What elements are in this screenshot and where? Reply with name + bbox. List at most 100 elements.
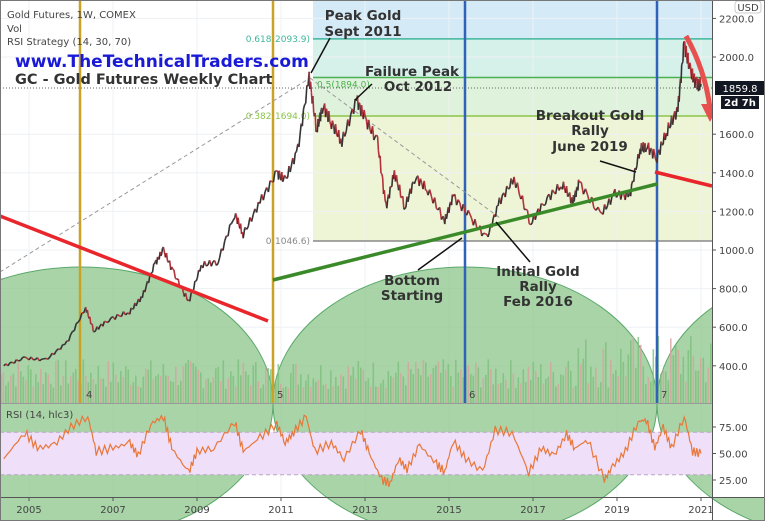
price-segment (433, 197, 438, 209)
price-segment (135, 302, 139, 307)
price-segment (567, 194, 570, 198)
volume-bar (452, 386, 455, 403)
price-segment (454, 194, 458, 206)
legend-volume[interactable]: Vol (7, 24, 22, 35)
price-segment (192, 280, 196, 290)
price-segment (45, 357, 49, 360)
volume-bar (45, 372, 47, 403)
price-segment (450, 194, 454, 206)
volume-bar (597, 387, 600, 403)
price-segment (302, 104, 306, 110)
volume-bar (442, 359, 445, 403)
price-segment (383, 190, 386, 201)
fib-level-label: 0.618(2093.9) (246, 35, 310, 45)
volume-bar (592, 376, 595, 403)
volume-bar (370, 386, 372, 403)
volume-bar (55, 360, 57, 403)
price-segment (299, 123, 302, 135)
volume-bar (100, 378, 102, 403)
rsi-legend[interactable]: RSI (14, hlc3) (6, 410, 73, 421)
volume-bar (92, 379, 95, 403)
annotation-initial-rally: Initial Gold Rally Feb 2016 (496, 264, 579, 310)
volume-bar (662, 369, 665, 403)
price-segment (289, 165, 293, 173)
volume-bar (682, 356, 685, 403)
volume-bar (680, 373, 682, 403)
volume-bar (507, 388, 510, 403)
volume-bar (395, 372, 397, 403)
price-segment (281, 179, 285, 183)
volume-bar (637, 336, 640, 403)
volume-bar (587, 383, 590, 403)
red-down-arrow (683, 34, 713, 109)
price-segment (530, 222, 534, 226)
price-segment (69, 331, 74, 336)
volume-bar (672, 354, 675, 403)
volume-bar (657, 335, 660, 403)
volume-bar (212, 377, 215, 403)
volume-bar (497, 383, 500, 403)
volume-bar (172, 381, 175, 403)
price-segment (376, 136, 380, 151)
annotation-failure-peak: Failure Peak Oct 2012 (365, 64, 460, 95)
volume-bar (470, 373, 472, 403)
volume-bar (650, 381, 652, 403)
volume-bar (670, 338, 672, 403)
price-segment (171, 266, 174, 270)
price-segment (325, 108, 328, 113)
price-segment (643, 145, 646, 153)
price-segment (59, 344, 64, 350)
price-segment (155, 256, 159, 265)
volume-bar (685, 381, 687, 403)
volume-bar (400, 373, 402, 403)
price-segment (348, 114, 352, 127)
price-segment (217, 257, 221, 264)
annotation-line: Oct 2012 (384, 79, 452, 95)
volume-bar (542, 383, 545, 403)
price-segment (648, 148, 652, 155)
price-segment (247, 217, 251, 227)
volume-bar (485, 374, 487, 403)
price-segment (283, 174, 286, 177)
volume-bar (635, 367, 637, 403)
legend-symbol[interactable]: Gold Futures, 1W, COMEX (7, 10, 136, 21)
volume-bar (405, 385, 407, 403)
price-segment (678, 88, 681, 102)
price-segment (661, 143, 664, 146)
volume-bar (127, 369, 130, 403)
volume-bar (210, 382, 212, 403)
legend-strategy[interactable]: RSI Strategy (14, 30, 70) (7, 37, 131, 48)
price-segment (641, 149, 644, 152)
volume-bar (537, 377, 540, 403)
price-segment (358, 102, 361, 105)
volume-bar (647, 377, 650, 403)
volume-bar (365, 380, 367, 403)
volume-bar (472, 375, 475, 403)
volume-bar (642, 366, 645, 403)
volume-bar (615, 370, 617, 403)
time-axis-labels[interactable]: 2005 2007 2009 2011 2013 2015 2017 2019 2021 (16, 497, 714, 516)
price-segment (344, 130, 348, 137)
volume-bar (692, 355, 695, 403)
price-segment (156, 256, 159, 259)
pointer-peak (310, 37, 331, 74)
price-segment (47, 356, 51, 360)
volume-bar (187, 359, 190, 403)
volume-bar (10, 375, 12, 403)
price-segment (160, 253, 163, 257)
price-segment (108, 317, 112, 323)
time-tick-label: 2013 (352, 505, 377, 516)
volume-bar (72, 372, 75, 403)
volume-bar (667, 380, 670, 403)
volume-bar (312, 378, 315, 403)
volume-bar (515, 387, 517, 403)
volume-bar (382, 379, 385, 403)
price-tick-label: 800.0 (719, 285, 748, 296)
volume-bar (52, 387, 55, 403)
price-segment (683, 40, 686, 43)
volume-bar (410, 369, 412, 403)
price-segment (272, 170, 276, 183)
volume-bar (290, 372, 292, 403)
price-segment (573, 195, 576, 202)
